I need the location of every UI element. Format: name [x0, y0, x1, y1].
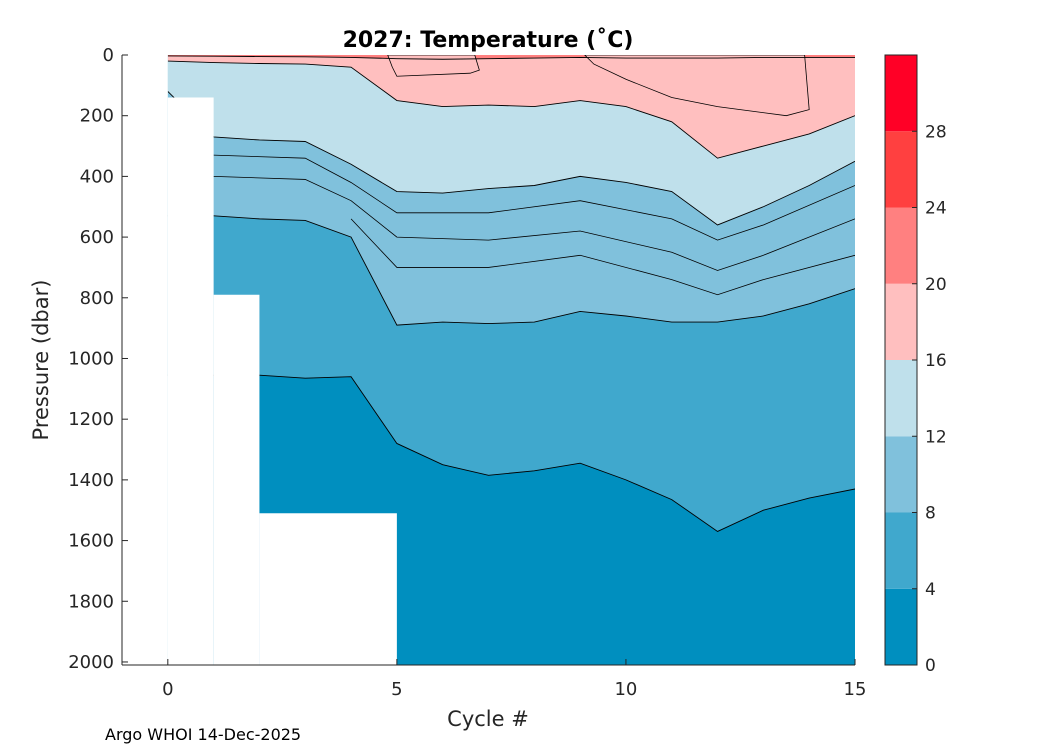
y-tick-label: 200 — [80, 106, 114, 127]
colorbar-swatch-4 — [885, 512, 917, 589]
colorbar-tick-label: 8 — [925, 504, 936, 524]
colorbar: 0 4 8 12 16 20 24 28 — [884, 54, 947, 676]
contour-line-0 — [213, 154, 855, 241]
colorbar-tick-label: 28 — [925, 122, 947, 142]
y-tick-label: 2000 — [68, 652, 114, 673]
colorbar-tick-label: 24 — [925, 199, 947, 219]
no-data-left — [122, 55, 168, 665]
no-data-block-1 — [213, 294, 260, 665]
isotherm-16 — [167, 60, 855, 159]
no-data-block-0 — [167, 97, 214, 665]
plot-axes — [121, 55, 855, 666]
colorbar-tick-label: 20 — [925, 275, 947, 295]
colorbar-swatch-20 — [885, 207, 917, 284]
isotherm-4 — [167, 374, 855, 532]
colorbar-tick-label: 0 — [925, 656, 936, 676]
y-tick-label: 1000 — [68, 348, 114, 369]
x-tick-label: 10 — [614, 679, 637, 700]
contour-line-1 — [213, 175, 855, 271]
x-axis-label: Cycle # — [447, 707, 529, 731]
colorbar-swatch-0 — [885, 588, 917, 665]
y-tick-label: 1400 — [68, 470, 114, 491]
x-tick-label: 5 — [391, 679, 402, 700]
chart-title: 2027: Temperature (˚C) — [343, 28, 634, 53]
no-data-block-2 — [259, 513, 397, 665]
y-tick-label: 800 — [80, 288, 114, 309]
temperature-bands — [167, 55, 855, 665]
y-tick-label: 1200 — [68, 409, 114, 430]
colorbar-swatch-16 — [885, 283, 917, 360]
isotherm-lines — [167, 55, 855, 532]
y-tick-label: 400 — [80, 166, 114, 187]
x-axis-ticks: 0 5 10 15 — [162, 659, 866, 700]
footer-credit: Argo WHOI 14-Dec-2025 — [105, 725, 302, 744]
y-tick-label: 600 — [80, 227, 114, 248]
isotherm-12 — [167, 91, 855, 226]
colorbar-swatch-12 — [885, 360, 917, 437]
no-data-mask — [122, 55, 397, 665]
colorbar-swatch-8 — [885, 436, 917, 513]
warm-patch-a — [387, 55, 480, 77]
y-axis-ticks: 0 200 400 600 800 1000 1200 1400 1600 1800 2000 — [68, 45, 128, 673]
warm-patch-b — [584, 55, 810, 117]
colorbar-tick-label: 16 — [925, 351, 947, 371]
x-tick-label: 0 — [162, 679, 173, 700]
colorbar-swatch-24 — [885, 131, 917, 208]
isotherm-20 — [167, 55, 855, 60]
x-tick-label: 15 — [844, 679, 867, 700]
y-axis-label: Pressure (dbar) — [29, 280, 53, 441]
isotherm-8 — [167, 215, 855, 326]
y-tick-label: 0 — [103, 45, 114, 66]
colorbar-tick-label: 4 — [925, 580, 936, 600]
contour-line-2 — [350, 218, 855, 296]
y-tick-label: 1800 — [68, 591, 114, 612]
colorbar-swatch-28 — [885, 55, 917, 132]
y-tick-label: 1600 — [68, 531, 114, 552]
colorbar-tick-label: 12 — [925, 427, 947, 447]
